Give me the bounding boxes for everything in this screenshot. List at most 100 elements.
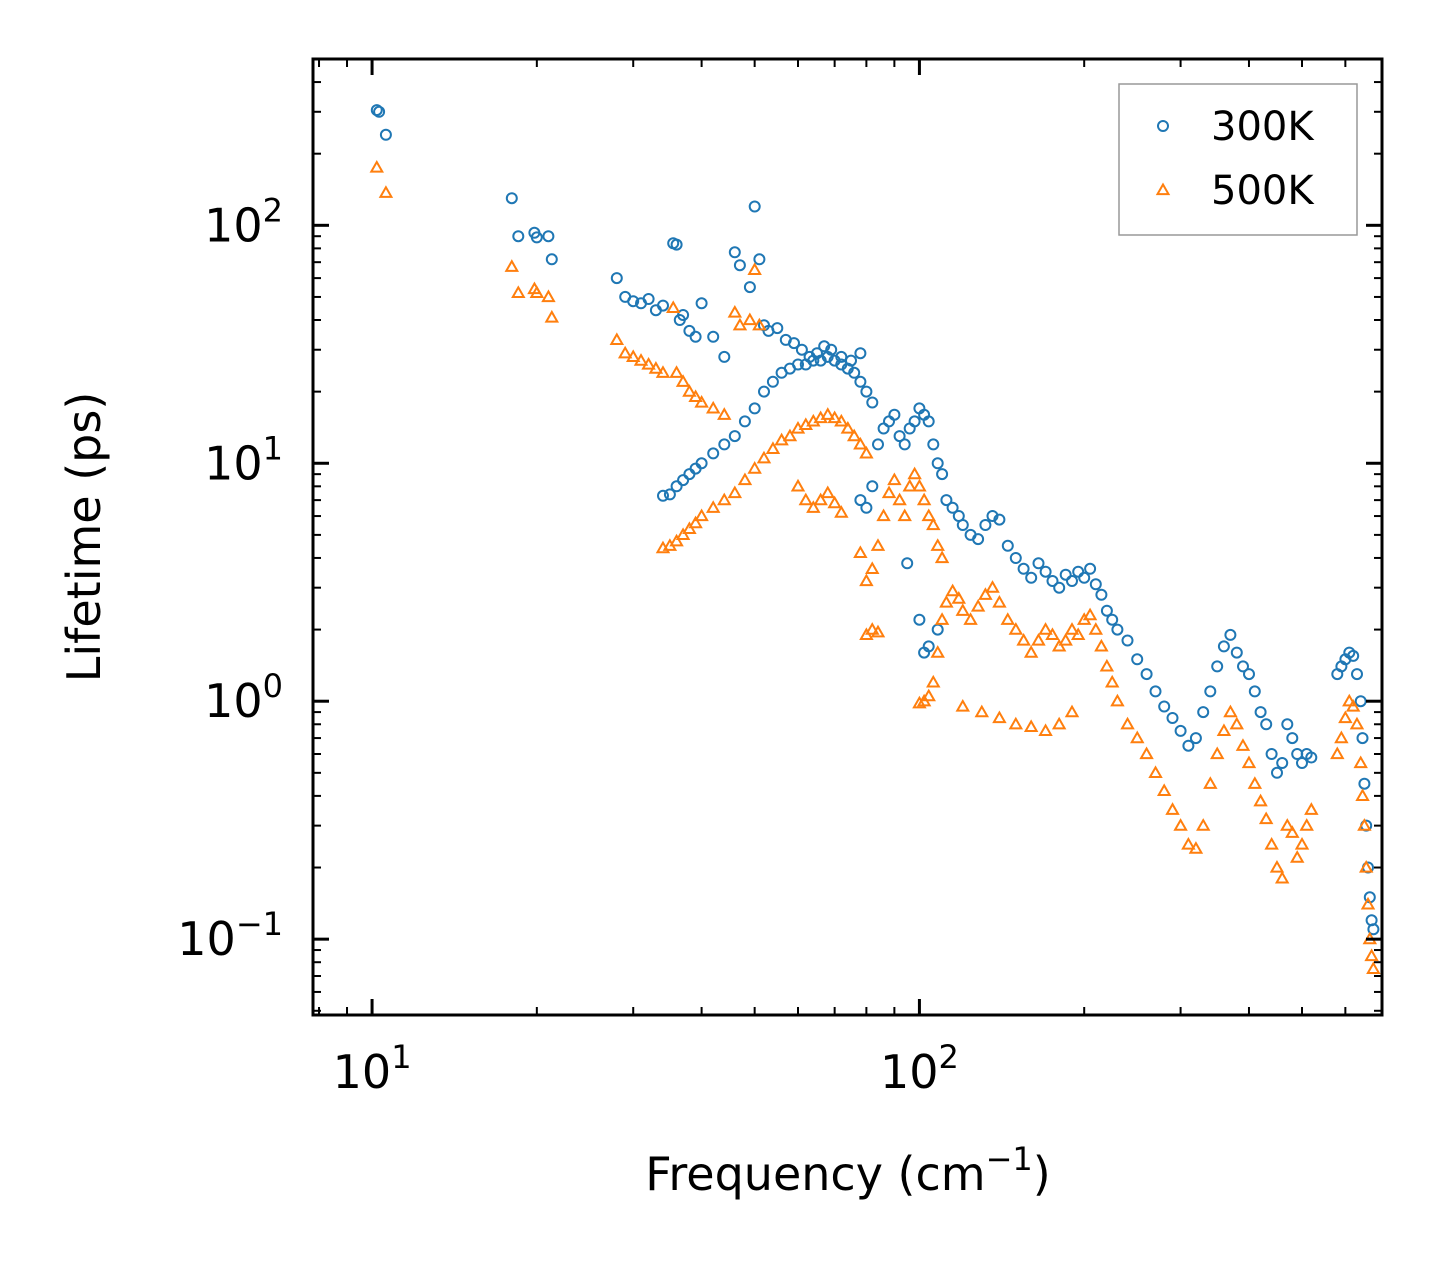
data-point-300K: [689, 330, 702, 343]
data-point-500K: [1210, 746, 1225, 760]
data-point-500K: [945, 583, 960, 597]
data-point-500K: [648, 361, 664, 374]
data-point-300K: [748, 200, 761, 213]
data-point-300K: [936, 468, 949, 481]
data-point-500K: [1358, 860, 1374, 873]
data-point-300K: [1189, 732, 1202, 745]
data-point-500K: [813, 492, 828, 506]
data-point-300K: [1121, 634, 1134, 647]
data-point-500K: [1357, 818, 1372, 831]
data-point-500K: [1188, 841, 1204, 854]
data-point-300K: [695, 457, 708, 470]
data-point-300K: [872, 438, 884, 451]
data-point-500K: [834, 413, 849, 427]
data-point-500K: [840, 420, 856, 434]
data-point-300K: [1276, 757, 1289, 769]
data-point-500K: [1058, 632, 1073, 646]
data-point-300K: [728, 430, 741, 443]
data-point-300K: [1354, 695, 1367, 708]
data-point-500K: [1285, 825, 1300, 838]
data-point-300K: [825, 343, 838, 356]
data-point-300K: [946, 501, 959, 514]
data-point-300K: [818, 340, 831, 353]
data-point-300K: [860, 501, 873, 514]
data-point-500K: [1008, 622, 1024, 635]
data-point-300K: [370, 104, 383, 117]
data-point-300K: [1017, 562, 1030, 575]
data-point-500K: [1139, 746, 1154, 760]
data-point-500K: [827, 410, 842, 424]
data-point-300K: [610, 272, 623, 285]
data-point-500K: [1064, 622, 1080, 635]
data-point-500K: [511, 285, 526, 299]
data-point-300K: [1367, 923, 1380, 936]
data-point-300K: [753, 253, 766, 266]
data-point-500K: [963, 612, 978, 625]
legend-label-300K: 300K: [1211, 104, 1315, 150]
data-point-300K: [657, 489, 669, 502]
data-point-300K: [695, 297, 708, 310]
data-point-300K: [854, 347, 867, 360]
data-point-500K: [806, 500, 821, 513]
data-point-500K: [1203, 776, 1218, 789]
y-tick-label: 102: [204, 191, 283, 252]
data-point-500K: [955, 698, 970, 712]
data-point-500K: [1353, 755, 1368, 769]
data-point-500K: [902, 478, 917, 492]
data-point-300K: [1243, 668, 1255, 681]
data-point-500K: [1294, 836, 1310, 850]
data-point-500K: [1364, 948, 1379, 962]
x-axis-title-main: Frequency (cm: [645, 1147, 985, 1201]
data-point-300K: [1078, 571, 1091, 584]
data-point-500K: [820, 485, 835, 499]
data-point-300K: [766, 375, 779, 388]
data-point-500K: [1045, 627, 1060, 641]
data-point-300K: [940, 494, 953, 507]
data-point-300K: [1053, 581, 1066, 594]
data-point-500K: [694, 508, 709, 522]
data-point-300K: [908, 415, 921, 428]
data-point-300K: [707, 447, 720, 460]
data-point-300K: [512, 230, 525, 243]
data-point-500K: [1269, 860, 1285, 873]
data-point-500K: [892, 492, 907, 506]
data-point-300K: [1158, 700, 1171, 713]
data-point-500K: [609, 332, 625, 346]
data-point-300K: [1174, 724, 1187, 737]
data-point-500K: [934, 550, 950, 564]
data-point-500K: [1110, 693, 1125, 707]
data-point-500K: [1342, 693, 1357, 707]
data-point-500K: [1051, 638, 1067, 652]
data-point-500K: [1016, 632, 1031, 646]
data-point-500K: [1165, 802, 1180, 815]
data-point-300K: [728, 246, 741, 259]
data-point-500K: [1366, 961, 1381, 975]
legend: 300K 500K: [1118, 83, 1358, 236]
data-point-500K: [921, 508, 936, 522]
data-point-500K: [1253, 793, 1268, 807]
data-point-300K: [677, 309, 690, 321]
data-point-500K: [705, 400, 721, 414]
data-point-300K: [993, 513, 1006, 526]
data-point-500K: [1216, 723, 1232, 737]
data-point-500K: [1223, 704, 1238, 718]
data-point-500K: [705, 500, 721, 513]
data-point-500K: [732, 317, 748, 331]
data-point-500K: [1051, 716, 1067, 730]
data-point-500K: [544, 309, 560, 323]
data-point-300K: [642, 293, 655, 305]
data-point-300K: [1084, 562, 1097, 575]
data-point-300K: [931, 457, 944, 470]
data-point-500K: [921, 688, 936, 702]
y-tick-label: 100: [204, 667, 283, 728]
data-point-300K: [866, 480, 879, 493]
data-point-500K: [1104, 674, 1120, 688]
data-point-300K: [1260, 718, 1273, 731]
data-point-500K: [1264, 836, 1279, 850]
legend-box: [1118, 83, 1358, 236]
data-point-500K: [1031, 632, 1046, 646]
data-point-300K: [854, 494, 867, 507]
data-point-300K: [748, 402, 761, 415]
data-point-500K: [1355, 788, 1370, 802]
